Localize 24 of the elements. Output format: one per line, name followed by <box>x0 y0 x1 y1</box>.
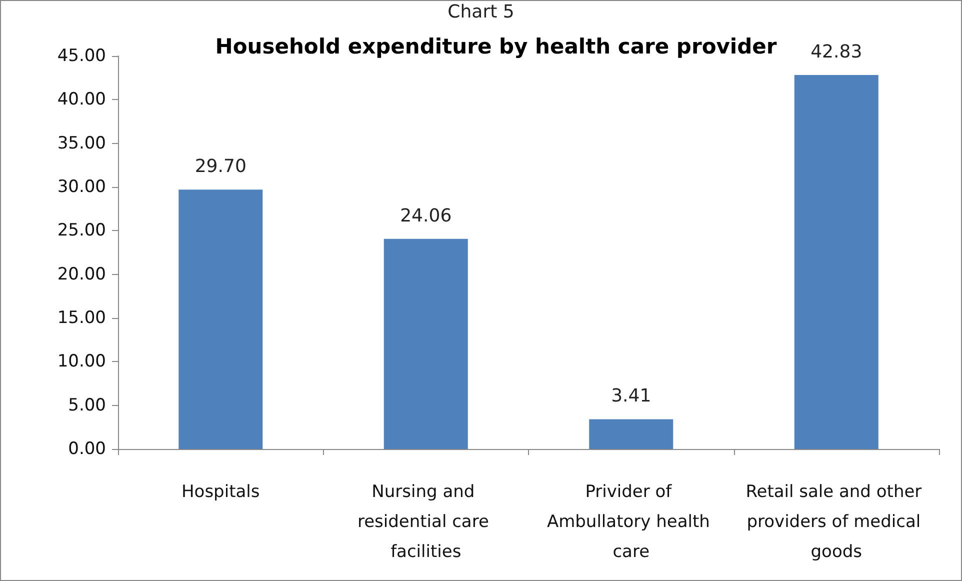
y-tick-label: 15.00 <box>57 308 106 328</box>
caption: Chart 5 <box>448 2 514 22</box>
data-label: 24.06 <box>400 205 452 226</box>
data-label: 3.41 <box>611 386 652 407</box>
data-label: 42.83 <box>810 41 862 62</box>
y-tick-label: 45.00 <box>57 46 106 66</box>
x-tick-label: Privider of Ambullatory health care <box>546 482 716 562</box>
y-tick-label: 20.00 <box>57 264 106 284</box>
x-tick-label: Hospitals <box>182 482 260 502</box>
bar <box>178 190 263 449</box>
y-tick-label: 25.00 <box>57 220 106 241</box>
y-tick-label: 40.00 <box>57 90 106 110</box>
y-tick-label: 10.00 <box>57 352 106 372</box>
bar <box>794 74 878 449</box>
y-tick-label: 35.00 <box>57 133 106 154</box>
bar <box>589 419 674 449</box>
y-tick-label: 5.00 <box>68 395 106 416</box>
chart-title: Household expenditure by health care provider <box>215 34 778 58</box>
x-tick-label: Retail sale and other providers of medical goods <box>746 482 928 562</box>
data-label: 29.70 <box>194 156 246 178</box>
bar <box>384 238 468 449</box>
y-tick-label: 0.00 <box>68 439 106 459</box>
x-tick-label: Nursing and residential care facilities <box>357 482 494 562</box>
y-tick-label: 30.00 <box>57 177 106 197</box>
